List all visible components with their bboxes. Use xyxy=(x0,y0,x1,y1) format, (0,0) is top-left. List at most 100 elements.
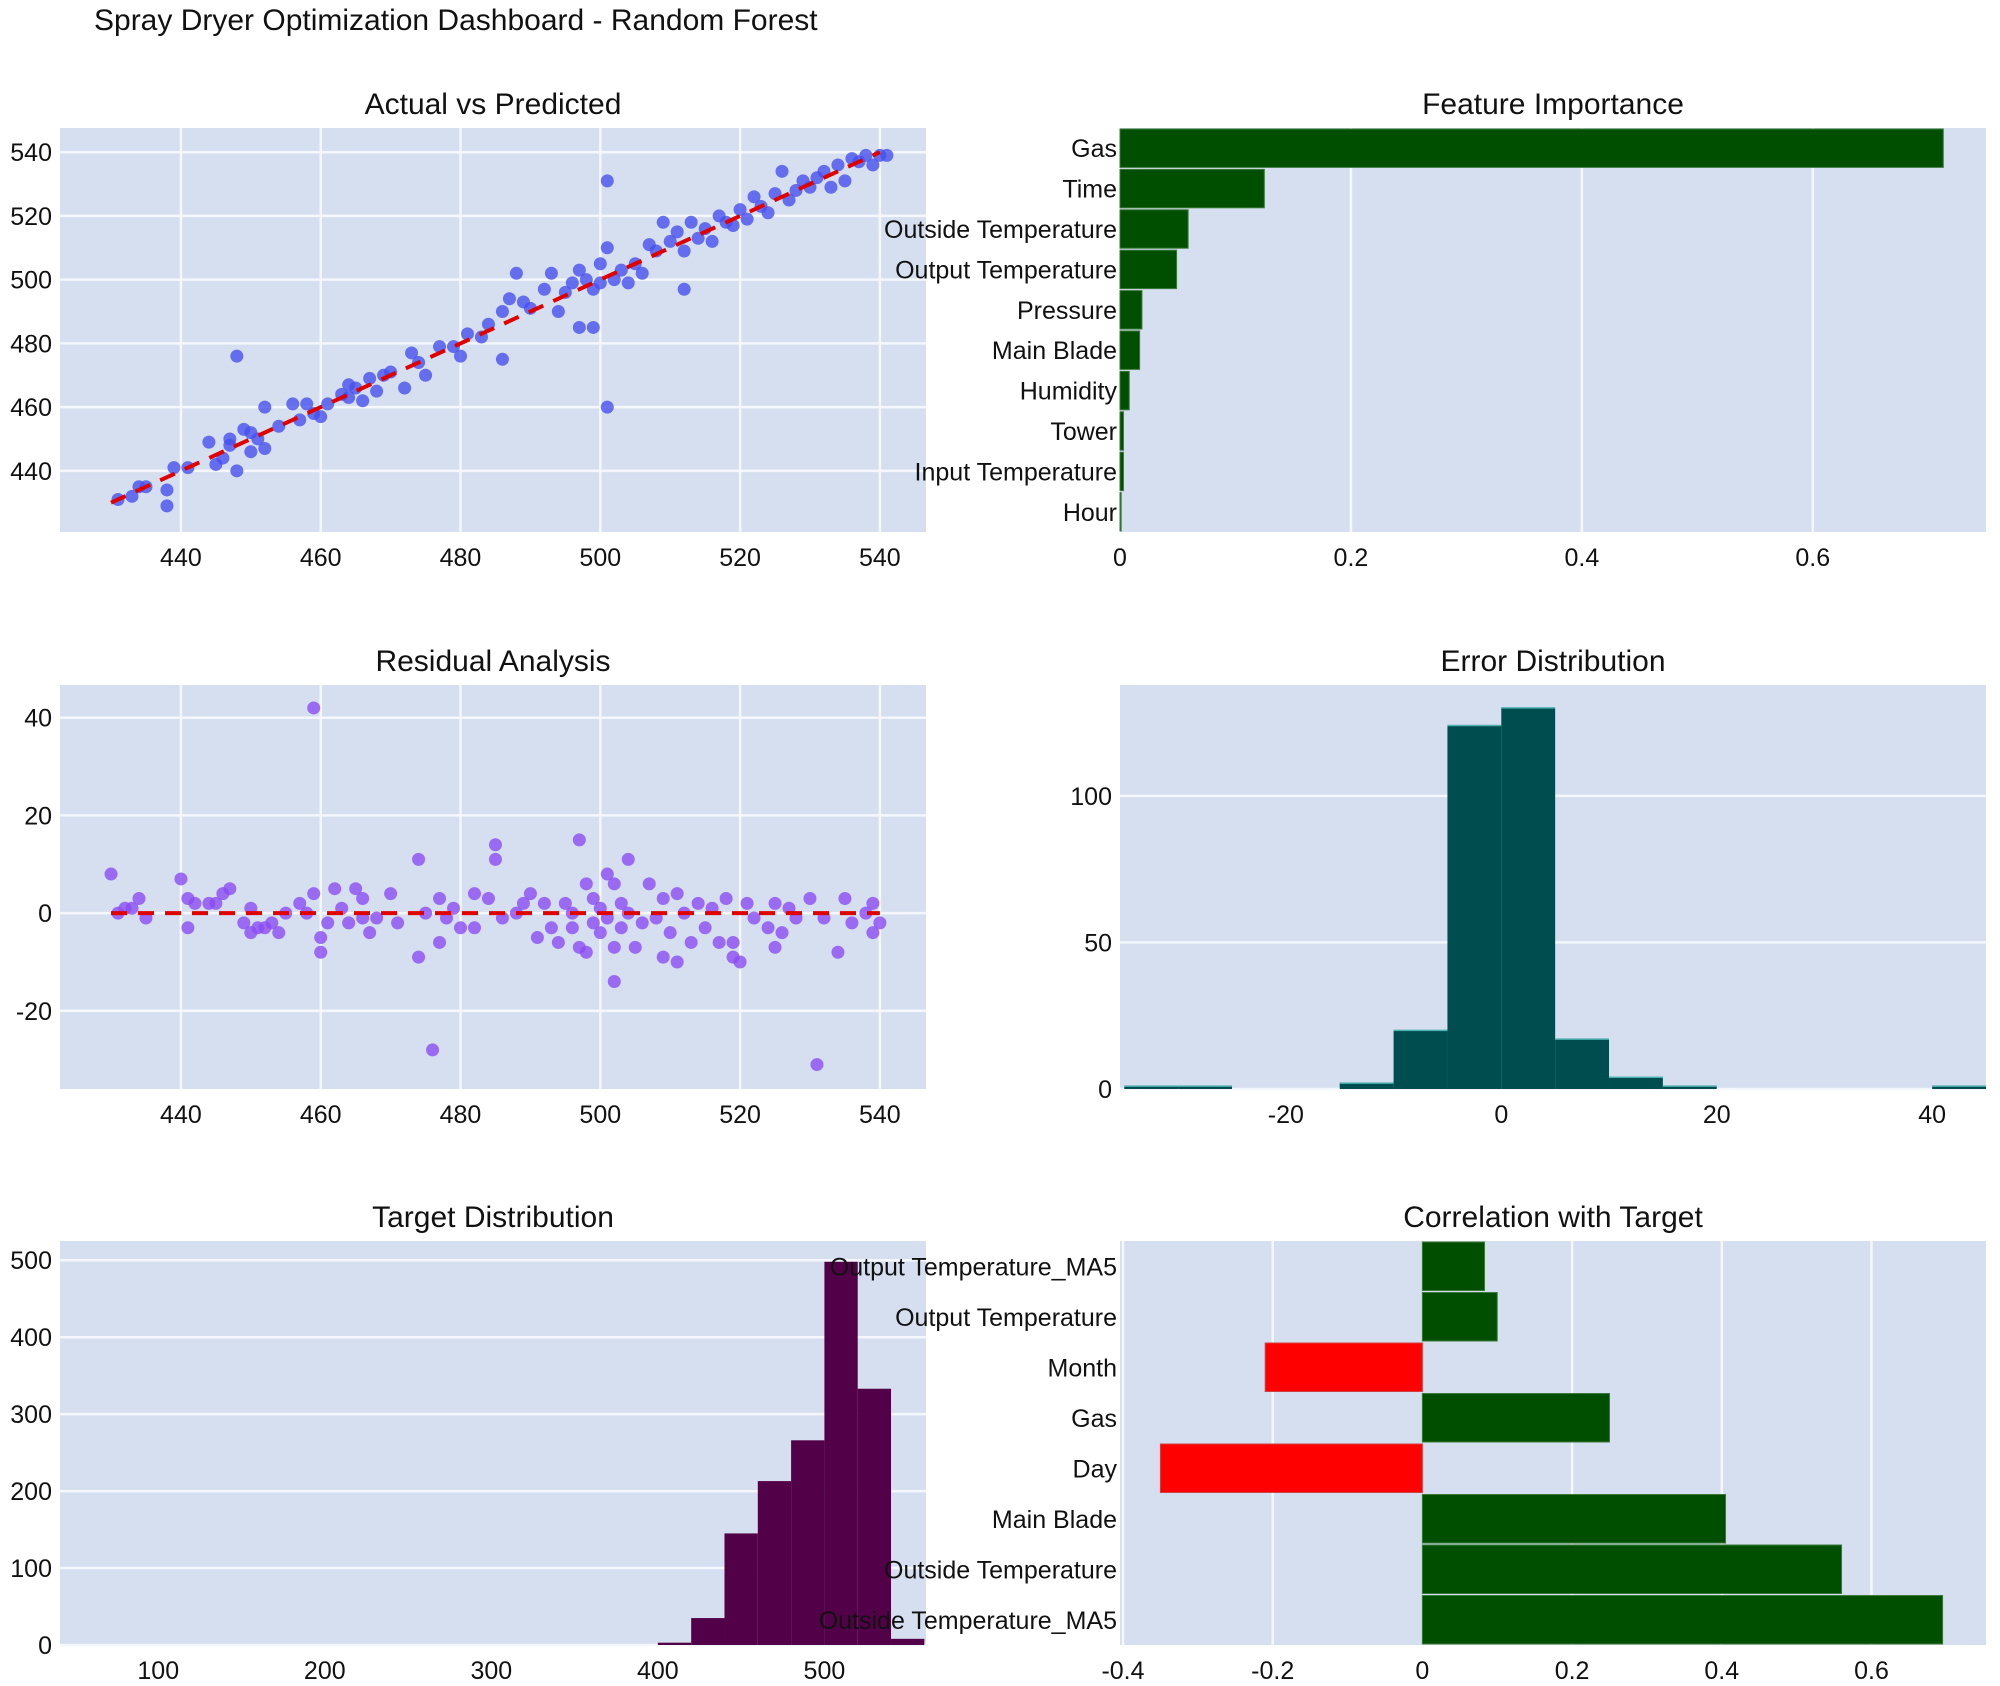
data-point xyxy=(384,887,398,901)
data-point xyxy=(726,935,740,949)
category-label: Input Temperature xyxy=(915,458,1117,486)
histogram-bar xyxy=(757,1481,792,1645)
histogram-bar xyxy=(1555,1039,1610,1089)
data-point xyxy=(558,896,572,910)
data-point xyxy=(747,911,761,925)
data-point xyxy=(838,174,852,188)
error-distribution-chart: Error Distribution -20 0 20 40 0 50 100 xyxy=(1070,645,1986,1129)
bar xyxy=(1421,1544,1843,1594)
x-tick-label: 500 xyxy=(804,1657,846,1685)
x-tick-label: 440 xyxy=(160,544,202,572)
data-point xyxy=(600,241,614,255)
data-point xyxy=(614,263,628,277)
data-point xyxy=(174,872,188,886)
data-point xyxy=(663,926,677,940)
category-label: Humidity xyxy=(1020,378,1118,406)
category-label: Gas xyxy=(1071,135,1117,163)
data-point xyxy=(740,212,754,226)
data-point xyxy=(544,266,558,280)
data-point xyxy=(663,234,677,248)
category-label: Day xyxy=(1073,1455,1118,1483)
data-point xyxy=(537,896,551,910)
data-point xyxy=(467,887,481,901)
data-point xyxy=(363,371,377,385)
data-point xyxy=(314,945,328,959)
data-point xyxy=(412,950,426,964)
data-point xyxy=(740,896,754,910)
data-point xyxy=(223,882,237,896)
data-point xyxy=(509,266,523,280)
x-tick-label: -0.2 xyxy=(1251,1657,1294,1685)
histogram-bar xyxy=(1124,1086,1179,1089)
category-label: Hour xyxy=(1063,499,1117,527)
data-point xyxy=(866,896,880,910)
x-tick-label: 520 xyxy=(719,544,761,572)
data-point xyxy=(488,852,502,866)
x-tick-label: 0.4 xyxy=(1704,1657,1739,1685)
y-tick-label: 0 xyxy=(38,900,52,928)
data-point xyxy=(530,931,544,945)
data-point xyxy=(307,701,321,715)
x-tick-label: 0.2 xyxy=(1334,544,1369,572)
data-point xyxy=(621,276,635,290)
reference-line xyxy=(110,150,881,505)
x-tick-label: 480 xyxy=(440,1101,482,1129)
data-point xyxy=(586,320,600,334)
data-point xyxy=(684,215,698,229)
histogram-bar xyxy=(1501,707,1556,1089)
x-tick-label: 0.6 xyxy=(1795,544,1830,572)
data-point xyxy=(160,499,174,513)
category-label: Pressure xyxy=(1017,297,1117,325)
data-point xyxy=(733,955,747,969)
y-tick-label: 40 xyxy=(24,705,52,733)
bar xyxy=(1421,1393,1611,1443)
data-point xyxy=(551,305,565,319)
data-point xyxy=(188,896,202,910)
data-point xyxy=(656,215,670,229)
data-point xyxy=(600,867,614,881)
y-tick-label: 50 xyxy=(1084,929,1112,957)
data-point xyxy=(258,442,272,456)
data-point xyxy=(488,838,502,852)
data-point xyxy=(202,435,216,449)
data-point xyxy=(607,975,621,989)
data-point xyxy=(810,1058,824,1072)
data-point xyxy=(419,906,433,920)
x-tick-label: 200 xyxy=(304,1657,346,1685)
data-point xyxy=(656,891,670,905)
x-tick-label: 500 xyxy=(579,544,621,572)
histogram-bar xyxy=(1447,725,1502,1089)
data-point xyxy=(621,852,635,866)
data-point xyxy=(677,244,691,258)
data-point xyxy=(230,349,244,363)
category-label: Outside Temperature_MA5 xyxy=(819,1607,1117,1635)
x-tick-label: -0.4 xyxy=(1101,1657,1144,1685)
data-point xyxy=(453,921,467,935)
data-point xyxy=(516,896,530,910)
data-point xyxy=(258,400,272,414)
data-point xyxy=(691,896,705,910)
data-point xyxy=(775,164,789,178)
plot-background xyxy=(60,685,926,1089)
data-point xyxy=(237,916,251,930)
x-tick-label: 540 xyxy=(859,544,901,572)
data-point xyxy=(349,882,363,896)
target-distribution-chart: Target Distribution 100 200 300 400 500 0 100 20… xyxy=(10,1201,926,1685)
data-point xyxy=(614,921,628,935)
data-point xyxy=(775,926,789,940)
data-point xyxy=(502,292,516,306)
data-point xyxy=(866,926,880,940)
data-point xyxy=(845,916,859,930)
data-point xyxy=(600,174,614,188)
data-point xyxy=(412,852,426,866)
y-tick-label: 100 xyxy=(1070,783,1112,811)
category-label: Output Temperature xyxy=(895,256,1117,284)
x-tick-label: 0 xyxy=(1494,1101,1508,1129)
residual-analysis-chart: Residual Analysis 440 460 480 500 520 540 -20 0 2… xyxy=(16,645,926,1129)
data-point xyxy=(873,916,887,930)
actual-vs-predicted-chart: Actual vs Predicted 440 460 480 500 520 540 440… xyxy=(10,88,926,572)
data-point xyxy=(272,926,286,940)
data-point xyxy=(733,203,747,217)
x-tick-label: 20 xyxy=(1703,1101,1731,1129)
data-point xyxy=(244,445,258,459)
